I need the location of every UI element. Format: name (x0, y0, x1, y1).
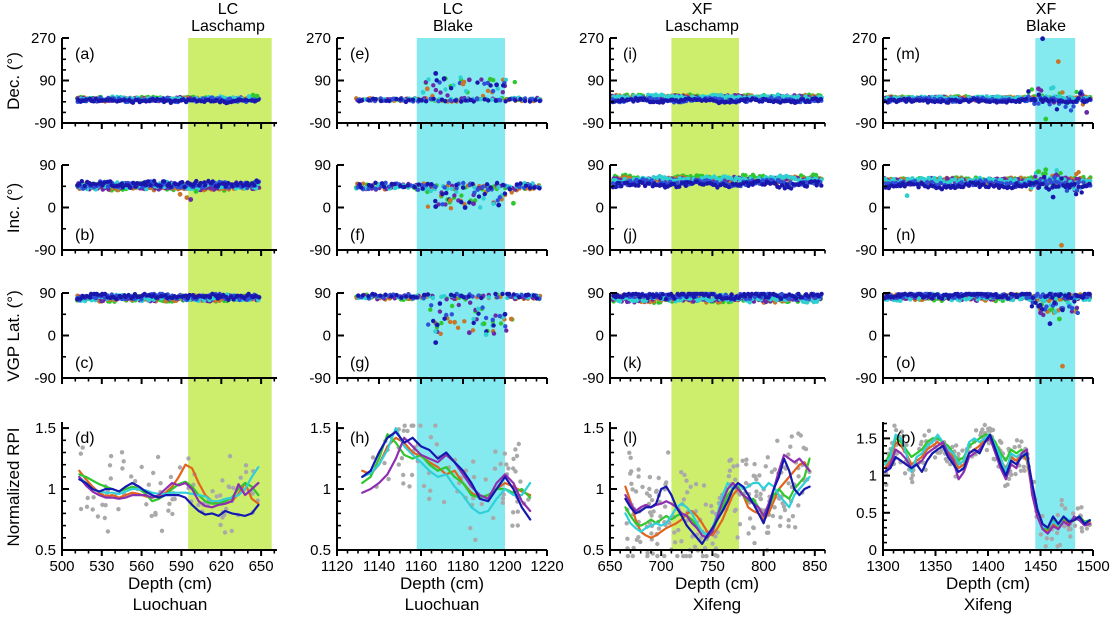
svg-text:270: 270 (579, 30, 604, 47)
x-axis-label-depth-3: Depth (cm) (674, 574, 760, 593)
svg-text:500: 500 (49, 558, 74, 575)
svg-text:90: 90 (314, 285, 331, 302)
svg-text:-90: -90 (309, 115, 331, 132)
svg-text:-90: -90 (34, 242, 56, 259)
svg-text:1200: 1200 (488, 558, 521, 575)
svg-text:1220: 1220 (530, 558, 563, 575)
svg-text:(f): (f) (350, 227, 365, 244)
header-excursion-name: Laschamp (665, 18, 739, 35)
svg-text:0: 0 (596, 328, 604, 345)
svg-text:560: 560 (129, 558, 154, 575)
svg-text:0: 0 (323, 328, 331, 345)
svg-text:-90: -90 (309, 370, 331, 387)
svg-text:-90: -90 (34, 370, 56, 387)
svg-text:-90: -90 (582, 242, 604, 259)
svg-text:1180: 1180 (447, 558, 479, 575)
svg-text:1160: 1160 (405, 558, 437, 575)
y-axis-label-normalized-rpi: Normalized RPI (4, 427, 23, 547)
site-label-xifeng-2: Xifeng (963, 595, 1013, 614)
svg-text:90: 90 (39, 285, 56, 302)
svg-text:-90: -90 (582, 370, 604, 387)
header-excursion-name: Blake (1025, 18, 1067, 35)
header-excursion-name: Blake (432, 18, 474, 35)
svg-text:(i): (i) (623, 46, 637, 63)
svg-text:0.5: 0.5 (310, 542, 331, 559)
header-section-code: LC (442, 1, 464, 18)
svg-text:1.5: 1.5 (583, 420, 604, 437)
svg-text:(l): (l) (623, 430, 637, 447)
svg-text:650: 650 (249, 558, 274, 575)
svg-text:270: 270 (306, 30, 331, 47)
x-axis-label-depth-1: Depth (cm) (127, 574, 213, 593)
site-label-xifeng-1: Xifeng (692, 595, 742, 614)
y-axis-label-vgp-latitude: VGP Lat. (°) (4, 290, 23, 382)
svg-text:0.5: 0.5 (35, 542, 56, 559)
svg-text:90: 90 (314, 157, 331, 174)
svg-text:1: 1 (323, 481, 331, 498)
svg-text:620: 620 (209, 558, 234, 575)
svg-text:1120: 1120 (321, 558, 353, 575)
svg-text:850: 850 (802, 558, 827, 575)
svg-text:-90: -90 (309, 242, 331, 259)
svg-text:1.5: 1.5 (310, 420, 331, 437)
svg-text:(g): (g) (350, 355, 370, 372)
svg-text:(e): (e) (350, 46, 370, 63)
svg-text:650: 650 (597, 558, 622, 575)
header-section-code: XF (1035, 1, 1057, 18)
svg-text:0: 0 (48, 328, 56, 345)
header-section-code: LC (217, 1, 239, 18)
column-header-lc-blake: LC Blake (433, 1, 473, 35)
svg-text:(d): (d) (75, 430, 95, 447)
svg-text:90: 90 (39, 73, 56, 90)
svg-text:(h): (h) (350, 430, 370, 447)
column-header-xf-laschamp: XF Laschamp (665, 1, 739, 35)
svg-text:90: 90 (314, 73, 331, 90)
svg-text:(b): (b) (75, 227, 95, 244)
svg-text:90: 90 (587, 285, 604, 302)
svg-text:1: 1 (596, 481, 604, 498)
svg-text:270: 270 (31, 30, 56, 47)
site-label-luochuan-1: Luochuan (132, 595, 208, 614)
svg-text:0: 0 (323, 200, 331, 217)
svg-text:590: 590 (169, 558, 194, 575)
svg-text:1: 1 (48, 481, 56, 498)
header-section-code: XF (691, 1, 713, 18)
column-header-xf-blake: XF Blake (1026, 1, 1066, 35)
svg-text:90: 90 (39, 157, 56, 174)
svg-text:(a): (a) (75, 46, 95, 63)
svg-text:1140: 1140 (363, 558, 395, 575)
site-label-luochuan-2: Luochuan (404, 595, 480, 614)
header-excursion-name: Laschamp (191, 18, 265, 35)
svg-text:(c): (c) (75, 355, 94, 372)
svg-text:(j): (j) (623, 227, 637, 244)
svg-text:0: 0 (48, 200, 56, 217)
svg-text:700: 700 (649, 558, 674, 575)
svg-text:-90: -90 (582, 115, 604, 132)
svg-text:(k): (k) (623, 355, 642, 372)
svg-text:1.5: 1.5 (35, 420, 56, 437)
svg-text:90: 90 (587, 73, 604, 90)
svg-text:800: 800 (751, 558, 776, 575)
x-axis-label-depth-4: Depth (cm) (945, 574, 1031, 593)
svg-text:0: 0 (596, 200, 604, 217)
column-header-lc-laschamp: LC Laschamp (191, 1, 265, 35)
x-axis-label-depth-2: Depth (cm) (399, 574, 485, 593)
svg-text:0.5: 0.5 (583, 542, 604, 559)
svg-text:750: 750 (700, 558, 725, 575)
svg-text:-90: -90 (34, 115, 56, 132)
svg-text:90: 90 (587, 157, 604, 174)
svg-text:530: 530 (89, 558, 114, 575)
